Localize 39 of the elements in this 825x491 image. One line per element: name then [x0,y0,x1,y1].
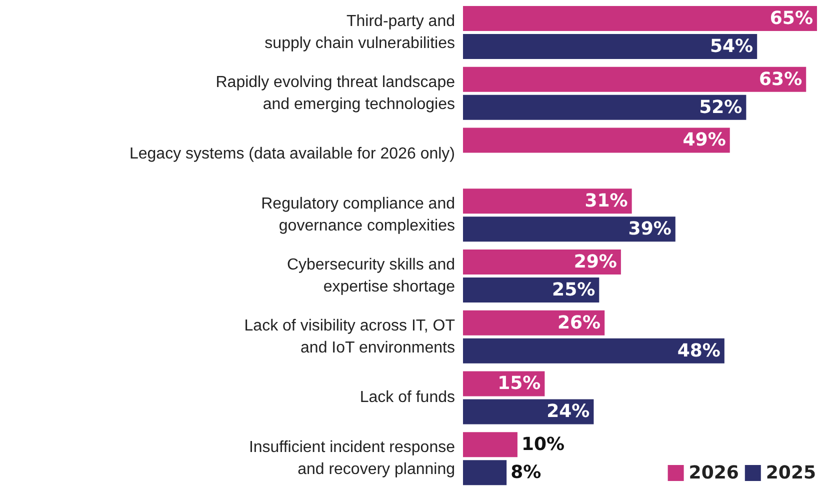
bar [463,338,724,364]
bar [463,460,507,486]
bar [463,94,746,120]
bar [463,249,621,274]
data-label: 49% [682,130,726,151]
data-label: 25% [552,279,596,300]
bar [463,277,600,302]
y-tick-label: Lack of funds [360,389,455,406]
y-tick-label: Regulatory compliance and governance complexities [261,196,455,235]
legend-label: 2026 [688,462,739,484]
bar [463,188,632,214]
data-label: 15% [498,373,541,394]
data-label: 8% [510,462,542,484]
bar [463,34,758,59]
y-tick-label: Cybersecurity skills and expertise shortage [286,256,456,296]
bar [463,66,806,92]
bar [463,216,676,242]
data-label: 65% [770,8,813,29]
data-label: 29% [574,251,617,272]
data-label: 31% [584,190,628,212]
y-tick-label: Lack of visibility across IT, OT and IoT environments [244,317,456,356]
bar [463,128,730,153]
data-label: 48% [677,340,720,362]
data-label: 54% [710,36,754,57]
data-label: 63% [759,68,802,90]
y-tick-label: Legacy systems (data available for 2026 only) [129,146,455,163]
data-label: 39% [628,218,672,240]
bar [463,432,518,458]
data-label: 24% [546,401,590,422]
bar [463,6,817,31]
y-tick-label: Third-party and supply chain vulnerabilities [264,12,455,52]
y-tick-label: Insufficient incident response and recovery planning [248,439,456,478]
bar [463,310,605,336]
bar [463,399,594,424]
data-label: 26% [558,312,601,334]
data-label: 52% [699,96,742,118]
data-label: 10% [521,434,565,456]
legend-label: 2025 [766,462,816,484]
y-tick-label: Rapidly evolving threat landscape and emerging technologies [216,74,456,113]
